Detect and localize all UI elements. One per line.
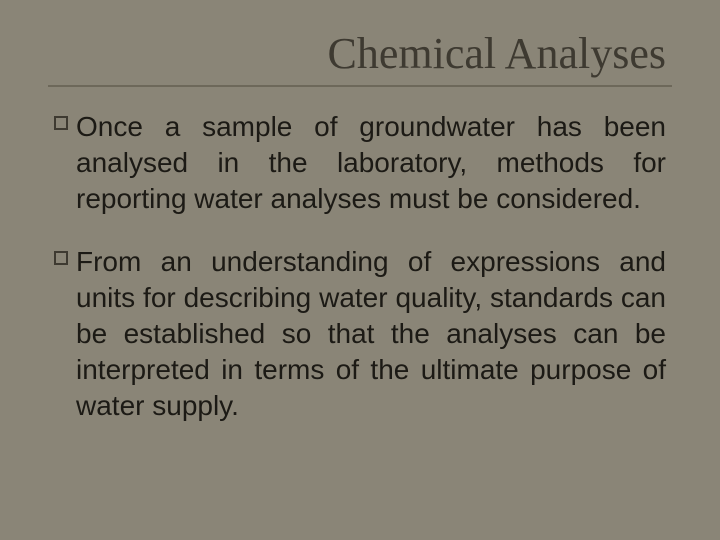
title-underline (48, 85, 672, 87)
bullet-text: Once a sample of groundwater has been an… (76, 109, 666, 216)
slide-title: Chemical Analyses (48, 28, 672, 79)
square-bullet-icon (54, 116, 68, 130)
bullet-item: Once a sample of groundwater has been an… (54, 109, 666, 216)
bullet-item: From an understanding of expressions and… (54, 244, 666, 423)
slide: Chemical Analyses Once a sample of groun… (0, 0, 720, 540)
bullet-text: From an understanding of expressions and… (76, 244, 666, 423)
square-bullet-icon (54, 251, 68, 265)
bullet-list: Once a sample of groundwater has been an… (48, 109, 672, 424)
